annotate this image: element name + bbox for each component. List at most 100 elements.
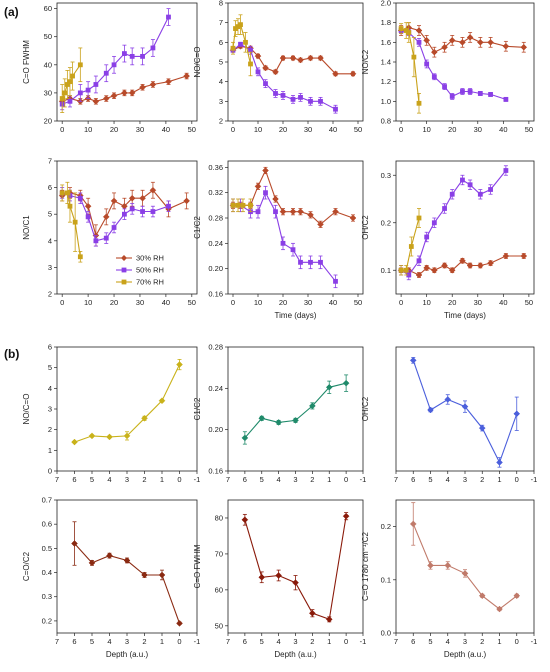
x-tick-label: 6	[243, 475, 247, 484]
x-tick-label: 10	[254, 298, 262, 307]
data-point	[70, 73, 75, 79]
y-tick-label: 0.32	[208, 188, 223, 197]
data-point	[176, 619, 183, 627]
series-line	[244, 382, 347, 439]
y-tick-label: 0.16	[208, 290, 223, 299]
data-point	[290, 247, 296, 253]
x-tick-label: 20	[448, 298, 456, 307]
data-point	[72, 219, 78, 225]
data-point	[503, 168, 509, 173]
data-point	[448, 37, 456, 44]
series-group	[58, 8, 190, 113]
data-point	[431, 220, 437, 226]
y-tick-label: 0.3	[42, 592, 52, 601]
data-point	[424, 61, 430, 67]
data-point	[273, 209, 278, 215]
data-point	[280, 240, 286, 246]
data-point	[62, 90, 68, 96]
y-tick-label: 30	[44, 88, 52, 97]
data-point	[275, 419, 282, 426]
data-point	[476, 38, 484, 46]
x-tick-label: 10	[422, 298, 430, 307]
y-tick-label: 0.36	[208, 163, 223, 172]
data-point	[230, 45, 236, 51]
x-tick-label: 3	[293, 475, 297, 484]
data-point	[460, 89, 465, 94]
data-point	[263, 190, 268, 196]
x-tick-label: 4	[107, 637, 111, 646]
y-tick-label: 1	[48, 446, 52, 455]
data-point	[416, 258, 422, 264]
data-point	[150, 45, 156, 51]
data-point	[263, 81, 268, 87]
y-tick-label: 7	[219, 18, 223, 27]
x-tick-label: 0	[344, 475, 348, 484]
data-point	[255, 69, 261, 75]
x-tick-label: 0	[515, 475, 519, 484]
chart-12: 7 6 5 4 3 2 1 0 -1 0.0 0.1 0.2 C=O 1780 cm⁻¹/C2 Depth…	[361, 499, 537, 659]
chart-3: 0 10 20 30 40 50 0.8 1.0 1.2 1.4 1.6 1.8 2.0 NO/C2	[361, 0, 535, 134]
x-tick-label: 3	[125, 475, 129, 484]
data-point	[166, 203, 171, 209]
data-point	[460, 177, 465, 183]
data-point	[459, 38, 466, 46]
data-point	[254, 182, 262, 190]
x-tick-label: 40	[162, 125, 170, 134]
data-point	[478, 424, 486, 432]
data-point	[102, 213, 110, 221]
legend-label: 70% RH	[136, 278, 164, 287]
data-point	[235, 202, 241, 208]
data-point	[461, 570, 469, 577]
data-point	[262, 64, 269, 72]
x-tick-label: 6	[243, 637, 247, 646]
data-point	[84, 202, 92, 210]
x-tick-label: 4	[277, 637, 281, 646]
data-point	[165, 78, 172, 86]
data-point	[461, 403, 469, 410]
data-point	[176, 361, 183, 368]
y-tick-label: 60	[44, 4, 52, 13]
data-point	[149, 81, 157, 88]
data-point	[416, 39, 422, 45]
y-tick-label: 80	[215, 513, 223, 522]
y-axis-label: C=O 1780 cm⁻¹/C2	[361, 531, 370, 600]
chart-8: 7 6 5 4 3 2 1 0 -1 0.16 0.20 0.24 0.28 C1/C2	[193, 343, 366, 485]
y-tick-label: 0.20	[208, 425, 223, 434]
y-tick-label: 5	[48, 210, 52, 219]
x-tick-label: -1	[194, 637, 201, 646]
x-tick-label: 4	[446, 475, 450, 484]
y-axis-label: OH/C2	[361, 215, 370, 240]
data-point	[427, 406, 434, 414]
data-point	[279, 54, 287, 62]
data-point	[431, 74, 437, 80]
x-tick-label: 4	[107, 475, 111, 484]
data-point	[409, 357, 417, 364]
data-point	[408, 244, 414, 249]
x-tick-label: 30	[136, 125, 144, 134]
x-tick-label: 7	[394, 475, 398, 484]
x-tick-label: 0	[344, 637, 348, 646]
data-point	[141, 414, 148, 422]
data-point	[318, 98, 323, 104]
y-tick-label: 5	[219, 58, 223, 67]
data-point	[92, 97, 100, 105]
series-line	[62, 192, 81, 257]
data-point	[128, 89, 136, 97]
series-group	[241, 512, 350, 623]
data-point	[430, 266, 438, 274]
data-point	[240, 202, 246, 208]
data-point	[243, 39, 248, 45]
data-point	[230, 202, 236, 208]
x-tick-label: 5	[90, 637, 94, 646]
data-point	[289, 54, 297, 62]
data-point	[67, 79, 73, 85]
data-point	[441, 262, 448, 269]
legend-label: 30% RH	[136, 254, 164, 263]
x-tick-label: 3	[125, 637, 129, 646]
data-point	[342, 379, 350, 387]
series-line	[401, 217, 420, 271]
series-group	[71, 521, 183, 627]
legend-label: 50% RH	[136, 266, 164, 275]
y-axis-label: C=O FWHM	[22, 40, 31, 84]
